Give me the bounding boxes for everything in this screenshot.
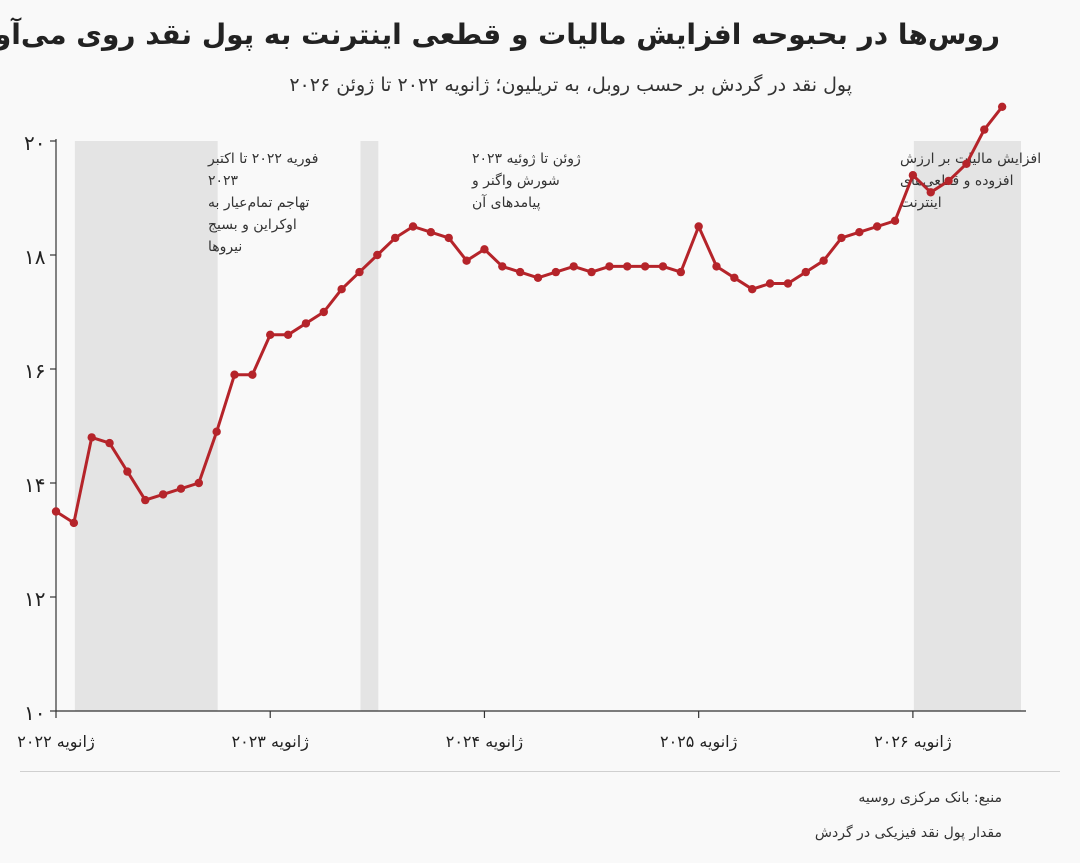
data-point-2026-04 (962, 159, 971, 168)
data-point-2025-10 (855, 228, 864, 237)
data-point-2022-01 (51, 507, 61, 516)
data-point-2023-08 (390, 233, 400, 243)
data-point-2025-07 (801, 267, 810, 277)
data-point-2025-06 (783, 279, 793, 288)
shaded-period-labels: فوریه ۲۰۲۲ تا اکتبر ۲۰۲۳ تهاجم تمام‌عیار ب… (207, 151, 1041, 255)
data-point-2024-12 (676, 267, 686, 277)
y-tick-label-14: ۱۴ (24, 473, 45, 497)
shaded-period-2-label-line-2: شورش واگنر و (471, 172, 560, 189)
data-point-2023-03 (301, 319, 311, 328)
data-point-2025-02 (712, 262, 721, 271)
cash-in-circulation-line-chart: فوریه ۲۰۲۲ تا اکتبر ۲۰۲۳ تهاجم تمام‌عیار ب… (17, 102, 1041, 752)
source-note: منبع: بانک مرکزی روسیه (858, 790, 1002, 806)
data-point-2026-02 (926, 188, 935, 197)
data-point-2026-03 (944, 176, 953, 186)
data-point-2022-07 (158, 490, 168, 499)
data-point-2023-02 (283, 330, 293, 339)
x-tick-label-2: ژانویه ۲۰۲۳ (232, 732, 310, 752)
shaded-period-1-label-line-3: تهاجم تمام‌عیار به (208, 195, 310, 211)
footer-divider (20, 771, 1060, 772)
shaded-period-1 (74, 141, 218, 711)
data-point-2023-04 (319, 307, 328, 317)
y-tick-label-12: ۱۲ (24, 587, 45, 611)
data-point-2022-11 (230, 370, 239, 379)
data-point-2025-12 (890, 216, 900, 225)
data-point-2023-01 (266, 330, 275, 339)
data-point-2025-05 (765, 279, 775, 288)
data-point-2025-01 (694, 222, 703, 231)
x-tick-label-1: ژانویه ۲۰۲۲ (17, 732, 95, 752)
y-tick-label-16: ۱۶ (24, 359, 45, 383)
shaded-period-3 (913, 141, 1021, 711)
shaded-period-1-label-line-1: فوریه ۲۰۲۲ تا اکتبر (207, 151, 318, 167)
data-point-2024-11 (658, 262, 668, 271)
data-point-2025-04 (748, 285, 757, 294)
data-point-2025-11 (872, 222, 882, 231)
axes: ۱۰ ۱۲ ۱۴ ۱۶ ۱۸ ۲۰ ژانویه ۲۰۲۲ ژانویه ۲۰۲۳ ژانویه… (17, 131, 1026, 752)
data-point-2024-03 (515, 267, 525, 277)
shaded-period-1-label-line-5: نیروها (208, 239, 242, 255)
chart-subtitle: پول نقد در گردش بر حسب روبل، به تریلیون؛… (289, 74, 852, 96)
data-point-2024-10 (640, 262, 650, 271)
shaded-period-1-label-line-4: اوکراین و بسیج (208, 217, 297, 233)
shaded-periods (74, 141, 1021, 711)
data-point-2023-12 (462, 256, 471, 265)
data-point-2025-03 (730, 273, 739, 282)
x-tick-label-3: ژانویه ۲۰۲۴ (446, 732, 524, 752)
y-tick-label-10: ۱۰ (24, 701, 45, 725)
x-tick-label-4: ژانویه ۲۰۲۵ (660, 732, 738, 752)
data-point-2022-06 (141, 495, 150, 505)
shaded-period-3-label-line-3: اینترنت (900, 195, 942, 211)
data-point-2024-06 (569, 262, 578, 271)
data-point-2024-02 (498, 262, 507, 271)
data-point-2026-01 (908, 171, 918, 180)
data-point-2026-05 (980, 125, 989, 134)
data-point-2023-11 (444, 233, 453, 243)
y-tick-label-18: ۱۸ (24, 245, 46, 269)
data-point-2024-07 (587, 267, 596, 277)
data-point-2023-07 (373, 250, 382, 260)
shaded-period-1-label-line-2: ۲۰۲۳ (208, 173, 239, 189)
data-point-2022-12 (248, 370, 257, 379)
data-point-2025-09 (837, 233, 846, 243)
shaded-period-2-label-line-1: ژوئن تا ژوئیه ۲۰۲۳ (472, 151, 581, 167)
x-tick-label-5: ژانویه ۲۰۲۶ (874, 732, 952, 752)
data-point-2025-08 (819, 256, 828, 265)
shaded-period-2-label-line-3: پیامدهای آن (472, 194, 541, 211)
data-series (51, 102, 1007, 528)
data-point-2022-03 (87, 433, 96, 442)
data-point-2022-04 (105, 438, 114, 448)
data-point-2022-05 (123, 467, 132, 476)
y-tick-label-20: ۲۰ (24, 131, 45, 155)
data-point-2026-06 (997, 102, 1007, 112)
shaded-period-2 (360, 141, 379, 711)
data-point-2022-10 (212, 427, 221, 436)
data-point-2022-08 (176, 484, 186, 493)
shaded-period-3-label-line-2: افزوده و قطعی‌های (900, 173, 1014, 189)
data-point-2023-06 (355, 267, 364, 277)
data-point-2024-04 (533, 273, 543, 282)
data-point-2024-05 (551, 267, 561, 277)
data-point-2023-05 (337, 285, 346, 294)
data-point-2024-09 (623, 262, 632, 271)
data-note: مقدار پول نقد فیزیکی در گردش (814, 825, 1002, 841)
data-point-2022-02 (69, 518, 79, 528)
data-point-2023-09 (408, 222, 418, 231)
data-point-2024-01 (480, 245, 489, 254)
data-point-2022-09 (194, 478, 204, 488)
data-point-2024-08 (605, 262, 614, 271)
data-point-2023-10 (426, 228, 436, 237)
chart-title: روس‌ها در بحبوحه افزایش مالیات و قطعی ای… (0, 18, 1000, 51)
